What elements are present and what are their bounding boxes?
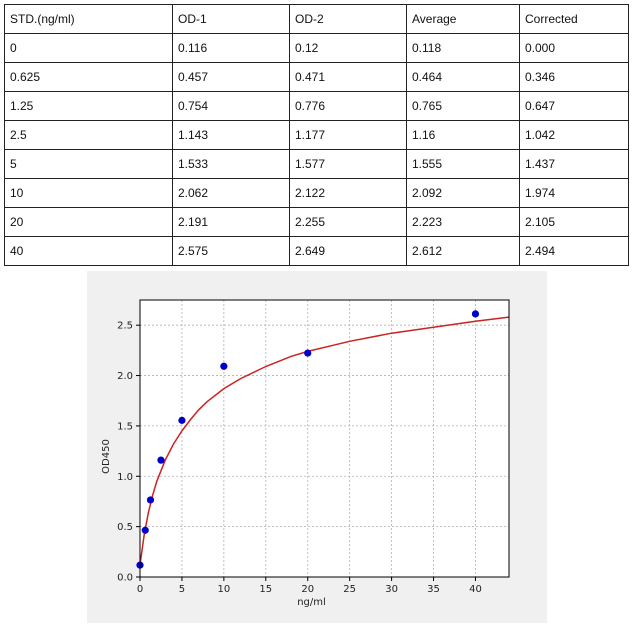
table-cell: 2.223 [406, 207, 520, 237]
column-header: Corrected [519, 4, 629, 34]
table-cell: 0.12 [289, 33, 407, 63]
table-cell: 10 [4, 178, 173, 208]
table-cell: 0.000 [519, 33, 629, 63]
table-cell: 0.118 [406, 33, 520, 63]
data-point [304, 349, 312, 357]
chart-svg: 0 5 10 15 20 25 30 35 40 0.0 0.5 1.0 1.5 2.0 2.5 ng/ml O… [101, 299, 510, 608]
table-cell: 1.437 [519, 149, 629, 179]
x-tick-label: 25 [343, 584, 356, 595]
table-cell: 2.5 [4, 120, 173, 150]
data-point [178, 416, 186, 424]
x-tick-label: 40 [469, 584, 482, 595]
table-cell: 2.191 [172, 207, 290, 237]
x-tick-label: 10 [217, 584, 230, 595]
table-row: 1.25 0.754 0.776 0.765 0.647 [4, 91, 629, 121]
table-cell: 1.143 [172, 120, 290, 150]
y-tick-label: 1.0 [117, 472, 133, 483]
data-point [146, 496, 155, 504]
y-tick-label: 1.5 [117, 421, 133, 432]
table-row: 0.625 0.457 0.471 0.464 0.346 [4, 62, 629, 92]
x-tick-label: 0 [137, 584, 143, 595]
table-cell: 0.765 [406, 91, 520, 121]
data-point [141, 526, 149, 534]
standard-curve-table: STD.(ng/ml) OD-1 OD-2 Average Corrected 0 0.11… [4, 4, 629, 266]
column-header: OD-2 [289, 4, 407, 34]
table-cell: 2.105 [519, 207, 629, 237]
table-cell: 0.754 [172, 91, 290, 121]
y-tick-label: 0.5 [117, 522, 133, 533]
table-cell: 5 [4, 149, 173, 179]
column-header: Average [406, 4, 520, 34]
table-cell: 1.555 [406, 149, 520, 179]
table-row: 2.5 1.143 1.177 1.16 1.042 [4, 120, 629, 150]
y-tick-label: 2.5 [117, 321, 133, 332]
table-cell: 0.346 [519, 62, 629, 92]
table-cell: 1.533 [172, 149, 290, 179]
table-cell: 0.625 [4, 62, 173, 92]
table-row: 40 2.575 2.649 2.612 2.494 [4, 236, 629, 266]
column-header: STD.(ng/ml) [4, 4, 173, 34]
table-cell: 2.575 [172, 236, 290, 266]
y-axis-label: OD450 [101, 439, 112, 474]
table-cell: 0.457 [172, 62, 290, 92]
x-tick-label: 30 [385, 584, 398, 595]
table-cell: 2.122 [289, 178, 407, 208]
table-cell: 2.612 [406, 236, 520, 266]
x-tick-label: 5 [179, 584, 185, 595]
table-cell: 2.062 [172, 178, 290, 208]
table-cell: 1.25 [4, 91, 173, 121]
table-cell: 1.16 [406, 120, 520, 150]
data-point [157, 456, 165, 464]
table-header-row: STD.(ng/ml) OD-1 OD-2 Average Corrected [4, 4, 629, 34]
y-tick-label: 2.0 [117, 371, 133, 382]
table-cell: 1.042 [519, 120, 629, 150]
plot-frame [139, 299, 510, 578]
table-cell: 2.255 [289, 207, 407, 237]
table-cell: 0.464 [406, 62, 520, 92]
table-row: 5 1.533 1.577 1.555 1.437 [4, 149, 629, 179]
table-cell: 0.116 [172, 33, 290, 63]
table-cell: 40 [4, 236, 173, 266]
table-row: 10 2.062 2.122 2.092 1.974 [4, 178, 629, 208]
table-row: 0 0.116 0.12 0.118 0.000 [4, 33, 629, 63]
table-cell: 2.494 [519, 236, 629, 266]
table-cell: 1.577 [289, 149, 407, 179]
table-row: 20 2.191 2.255 2.223 2.105 [4, 207, 629, 237]
plot-area [140, 300, 509, 577]
table-cell: 20 [4, 207, 173, 237]
table-cell: 0 [4, 33, 173, 63]
table-cell: 2.649 [289, 236, 407, 266]
table-cell: 0.776 [289, 91, 407, 121]
table-cell: 1.974 [519, 178, 629, 208]
x-tick-label: 35 [427, 584, 440, 595]
table-cell: 2.092 [406, 178, 520, 208]
data-point [471, 310, 480, 318]
x-tick-label: 15 [259, 584, 272, 595]
fit-curve [139, 316, 510, 566]
standard-curve-chart: 0 5 10 15 20 25 30 35 40 0.0 0.5 1.0 1.5 2.0 2.5 ng/ml O… [87, 271, 547, 623]
y-tick-label: 0.0 [117, 573, 133, 584]
column-header: OD-1 [172, 4, 290, 34]
table-cell: 0.647 [519, 91, 629, 121]
table-cell: 1.177 [289, 120, 407, 150]
x-tick-label: 20 [301, 584, 314, 595]
x-axis-label: ng/ml [297, 597, 326, 608]
data-point [220, 362, 228, 370]
table-cell: 0.471 [289, 62, 407, 92]
